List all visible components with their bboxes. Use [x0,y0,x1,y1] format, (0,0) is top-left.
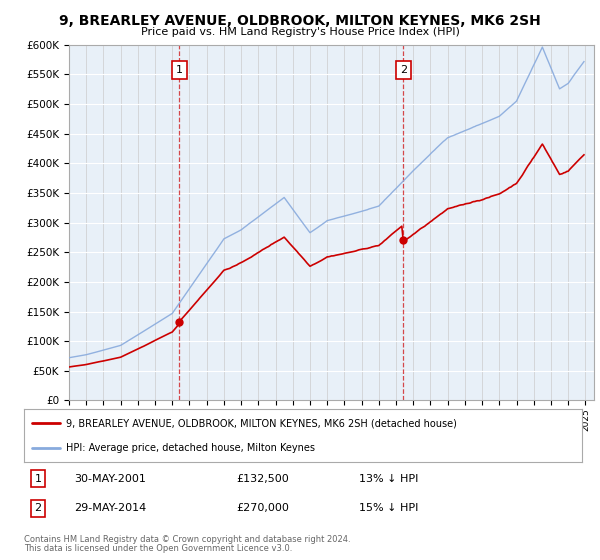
Text: 13% ↓ HPI: 13% ↓ HPI [359,474,418,484]
Text: 9, BREARLEY AVENUE, OLDBROOK, MILTON KEYNES, MK6 2SH (detached house): 9, BREARLEY AVENUE, OLDBROOK, MILTON KEY… [66,418,457,428]
Text: 1: 1 [34,474,41,484]
Text: £270,000: £270,000 [236,503,289,513]
Text: 2: 2 [400,65,407,74]
Text: Contains HM Land Registry data © Crown copyright and database right 2024.: Contains HM Land Registry data © Crown c… [24,535,350,544]
Text: HPI: Average price, detached house, Milton Keynes: HPI: Average price, detached house, Milt… [66,442,315,452]
Text: 29-MAY-2014: 29-MAY-2014 [74,503,146,513]
Text: £132,500: £132,500 [236,474,289,484]
Text: 2: 2 [34,503,41,513]
Text: This data is licensed under the Open Government Licence v3.0.: This data is licensed under the Open Gov… [24,544,292,553]
Text: Price paid vs. HM Land Registry's House Price Index (HPI): Price paid vs. HM Land Registry's House … [140,27,460,37]
Text: 30-MAY-2001: 30-MAY-2001 [74,474,146,484]
Text: 1: 1 [176,65,183,74]
Text: 9, BREARLEY AVENUE, OLDBROOK, MILTON KEYNES, MK6 2SH: 9, BREARLEY AVENUE, OLDBROOK, MILTON KEY… [59,14,541,28]
Text: 15% ↓ HPI: 15% ↓ HPI [359,503,418,513]
